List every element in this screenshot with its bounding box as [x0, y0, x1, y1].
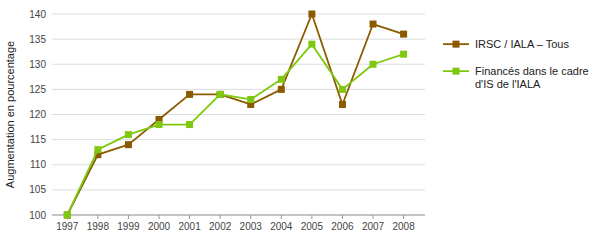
legend-label-line: Financés dans le cadre: [475, 65, 589, 77]
y-tick-label: 140: [29, 9, 46, 20]
grid-line: [52, 164, 425, 165]
marker: [370, 61, 377, 68]
x-tick-label: 2005: [301, 221, 324, 232]
marker: [339, 86, 346, 93]
marker: [308, 41, 315, 48]
x-tick: [403, 215, 404, 219]
x-tick: [373, 215, 374, 219]
x-tick: [281, 215, 282, 219]
marker: [156, 121, 163, 128]
x-tick: [220, 215, 221, 219]
y-axis-label: Augmentation en pourcentage: [4, 41, 16, 188]
legend: IRSC / IALA – Tous Financés dans le cadre…: [443, 38, 589, 90]
grid-line: [52, 139, 425, 140]
marker: [278, 76, 285, 83]
x-tick: [342, 215, 343, 219]
legend-label: Financés dans le cadred'IS de l'IALA: [475, 65, 589, 90]
y-tick-label: 130: [29, 59, 46, 70]
x-tick-label: 2003: [240, 221, 263, 232]
marker: [217, 91, 224, 98]
x-tick-label: 2007: [362, 221, 385, 232]
grid-line: [52, 14, 425, 15]
x-tick: [189, 215, 190, 219]
marker: [186, 121, 193, 128]
axes: 100 105 110 115 120 125 130 135 140 1997 1998 1999 2…: [29, 9, 425, 233]
marker: [247, 96, 254, 103]
marker: [453, 68, 460, 75]
y-tick-label: 105: [29, 184, 46, 195]
x-tick-label: 2004: [270, 221, 293, 232]
marker: [186, 91, 193, 98]
marker: [400, 31, 407, 38]
marker: [339, 101, 346, 108]
legend-label: IRSC / IALA – Tous: [475, 38, 569, 50]
grid-line: [52, 215, 425, 216]
x-tick-label: 2006: [331, 221, 354, 232]
legend-label-line: IRSC / IALA – Tous: [475, 38, 569, 50]
marker: [125, 141, 132, 148]
legend-label-line: d'IS de l'IALA: [475, 78, 541, 90]
marker: [453, 41, 460, 48]
x-tick: [128, 215, 129, 219]
marker: [278, 86, 285, 93]
y-tick-label: 100: [29, 210, 46, 221]
grid-line: [52, 89, 425, 90]
x-tick-label: 1999: [117, 221, 140, 232]
grid-line: [52, 39, 425, 40]
marker: [94, 146, 101, 153]
series-line: [67, 14, 403, 215]
x-tick-label: 2000: [148, 221, 171, 232]
x-tick-label: 1997: [56, 221, 79, 232]
x-tick-label: 2002: [209, 221, 232, 232]
x-tick-label: 2008: [392, 221, 415, 232]
x-tick: [250, 215, 251, 219]
x-axis-line: [52, 215, 425, 216]
y-tick-label: 120: [29, 109, 46, 120]
chart: 100 105 110 115 120 125 130 135 140 1997 1998 1999 2…: [0, 0, 595, 241]
y-tick-label: 110: [30, 159, 46, 170]
marker: [400, 51, 407, 58]
plot-data: [64, 11, 407, 219]
grid-line: [52, 114, 425, 115]
x-tick-label: 1998: [87, 221, 110, 232]
y-tick-label: 135: [29, 34, 46, 45]
marker: [64, 212, 71, 219]
marker: [64, 212, 71, 219]
x-tick: [97, 215, 98, 219]
grid-line: [52, 64, 425, 65]
grid-line: [52, 189, 425, 190]
series-line: [67, 44, 403, 215]
y-tick-label: 125: [29, 84, 46, 95]
marker: [125, 131, 132, 138]
x-tick: [311, 215, 312, 219]
marker: [217, 91, 224, 98]
marker: [308, 11, 315, 18]
marker: [370, 21, 377, 28]
x-tick: [159, 215, 160, 219]
x-tick-label: 2001: [178, 221, 201, 232]
y-tick-label: 115: [30, 134, 46, 145]
